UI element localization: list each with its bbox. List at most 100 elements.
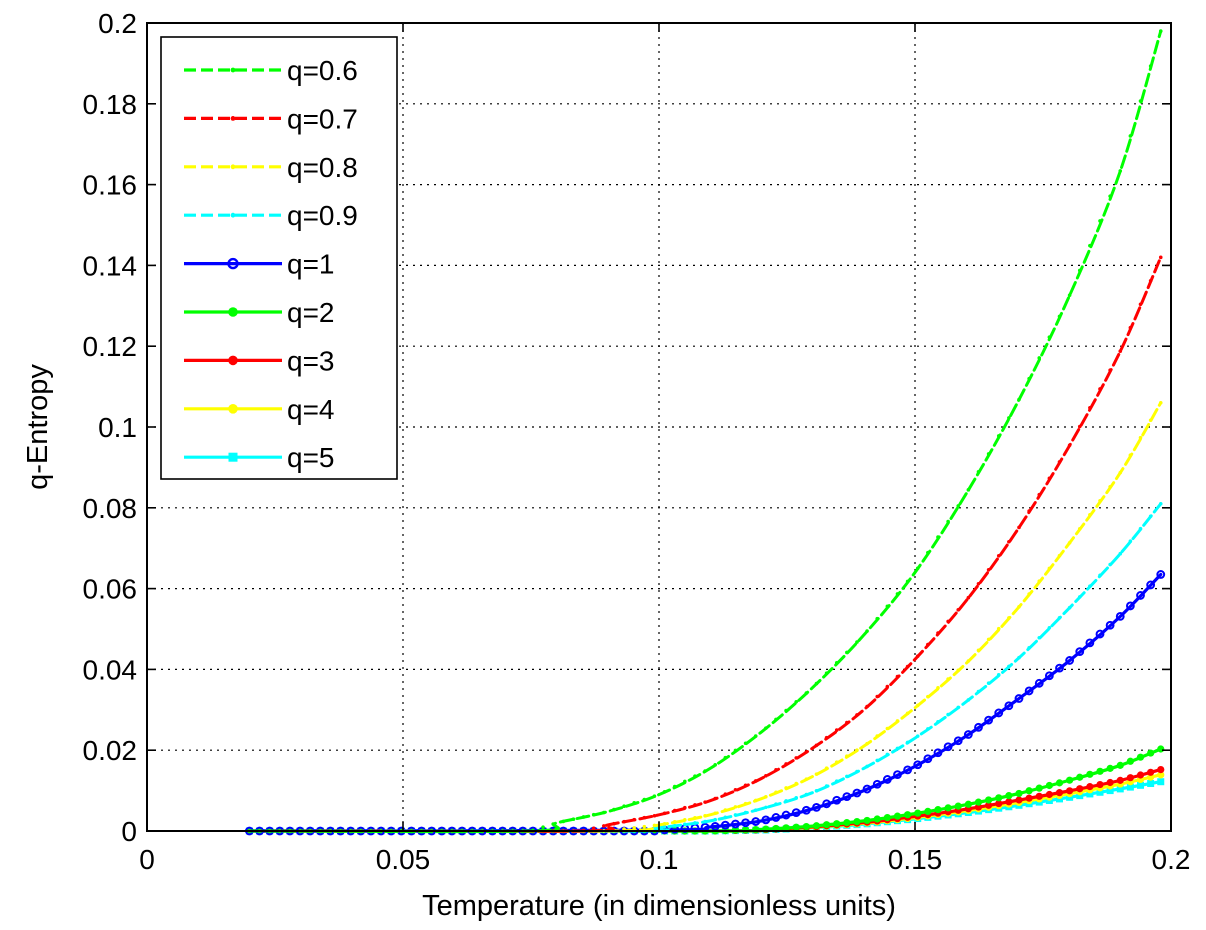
- data-point: [966, 488, 971, 492]
- y-tick-label: 0.1: [98, 412, 137, 443]
- data-point: [743, 783, 748, 788]
- data-point: [963, 730, 973, 739]
- legend-label: q=1: [287, 249, 335, 280]
- data-point: [976, 689, 981, 694]
- data-point: [1106, 764, 1114, 772]
- data-point: [933, 748, 943, 758]
- data-point: [1076, 792, 1084, 800]
- data-point: [944, 804, 952, 812]
- data-point: [662, 825, 667, 829]
- legend-marker: [228, 404, 238, 414]
- data-point: [1158, 255, 1163, 260]
- data-point: [1035, 792, 1043, 800]
- data-point: [1077, 526, 1082, 531]
- data-point: [926, 642, 930, 647]
- data-point: [591, 812, 596, 817]
- data-point: [794, 756, 799, 760]
- data-point: [683, 818, 687, 822]
- data-point: [1025, 787, 1033, 795]
- data-point: [1147, 780, 1155, 788]
- data-point: [804, 750, 809, 754]
- data-point: [652, 823, 657, 828]
- data-point: [1098, 498, 1102, 503]
- data-point: [872, 779, 882, 789]
- data-point: [774, 717, 778, 722]
- legend-marker: [227, 257, 239, 270]
- data-point: [622, 819, 626, 824]
- data-point: [1096, 767, 1104, 775]
- y-tick-label: 0.16: [83, 170, 138, 201]
- data-point: [1037, 635, 1042, 640]
- data-point: [883, 813, 891, 822]
- data-point: [1015, 796, 1023, 804]
- data-point: [903, 765, 913, 775]
- data-point: [915, 654, 920, 658]
- data-point: [723, 808, 728, 812]
- data-point: [984, 715, 994, 725]
- data-point: [602, 810, 606, 815]
- data-point: [996, 553, 1001, 558]
- data-point: [804, 777, 809, 781]
- legend-item: q=0.9: [184, 200, 358, 231]
- data-point: [662, 822, 667, 826]
- data-point: [1157, 771, 1165, 779]
- data-point: [934, 806, 942, 814]
- gridlines: [147, 23, 1171, 831]
- data-point: [915, 734, 920, 738]
- data-point: [1105, 620, 1115, 630]
- data-point: [1017, 397, 1021, 402]
- x-tick-label: 0.15: [888, 844, 943, 875]
- data-point: [1116, 776, 1124, 784]
- data-point: [946, 677, 950, 681]
- data-point: [956, 705, 961, 710]
- data-point: [751, 817, 761, 826]
- data-point: [885, 726, 890, 731]
- data-point: [791, 808, 801, 818]
- data-point: [1027, 645, 1031, 650]
- data-point: [1057, 314, 1062, 319]
- data-point: [885, 684, 890, 689]
- data-point: [801, 805, 811, 815]
- legend-marker: [228, 355, 238, 366]
- data-point: [855, 713, 859, 717]
- data-point: [723, 792, 728, 796]
- data-point: [1118, 169, 1123, 173]
- data-point: [1045, 781, 1053, 790]
- data-point: [1077, 268, 1082, 273]
- data-point: [985, 801, 993, 809]
- data-point: [602, 824, 606, 828]
- data-point: [561, 819, 566, 824]
- y-tick-label: 0.04: [83, 654, 138, 685]
- data-point: [1148, 514, 1153, 519]
- data-point: [642, 815, 647, 820]
- data-point: [926, 727, 930, 731]
- x-tick-label: 0.05: [376, 844, 431, 875]
- legend-box: [160, 36, 398, 480]
- data-point: [1015, 789, 1023, 798]
- data-point: [741, 826, 750, 834]
- y-tick-label: 0: [121, 816, 137, 847]
- legend-label: q=0.9: [287, 200, 358, 231]
- data-point: [822, 821, 831, 829]
- data-point: [974, 722, 983, 732]
- data-point: [842, 792, 852, 802]
- data-point: [994, 708, 1004, 718]
- data-point: [703, 800, 707, 804]
- data-point: [923, 754, 933, 764]
- data-point: [672, 820, 677, 824]
- data-point: [551, 822, 555, 826]
- data-point: [996, 434, 1001, 438]
- data-point: [895, 746, 900, 751]
- data-point: [855, 769, 859, 774]
- data-point: [814, 772, 819, 776]
- series-line: [247, 255, 1163, 833]
- data-point: [1148, 418, 1153, 423]
- data-point: [804, 792, 809, 797]
- data-point: [612, 807, 616, 812]
- data-point: [1076, 773, 1084, 781]
- data-point: [693, 803, 697, 807]
- data-point: [833, 820, 841, 828]
- data-point: [1007, 540, 1011, 544]
- data-point: [834, 760, 839, 764]
- data-point: [612, 821, 616, 826]
